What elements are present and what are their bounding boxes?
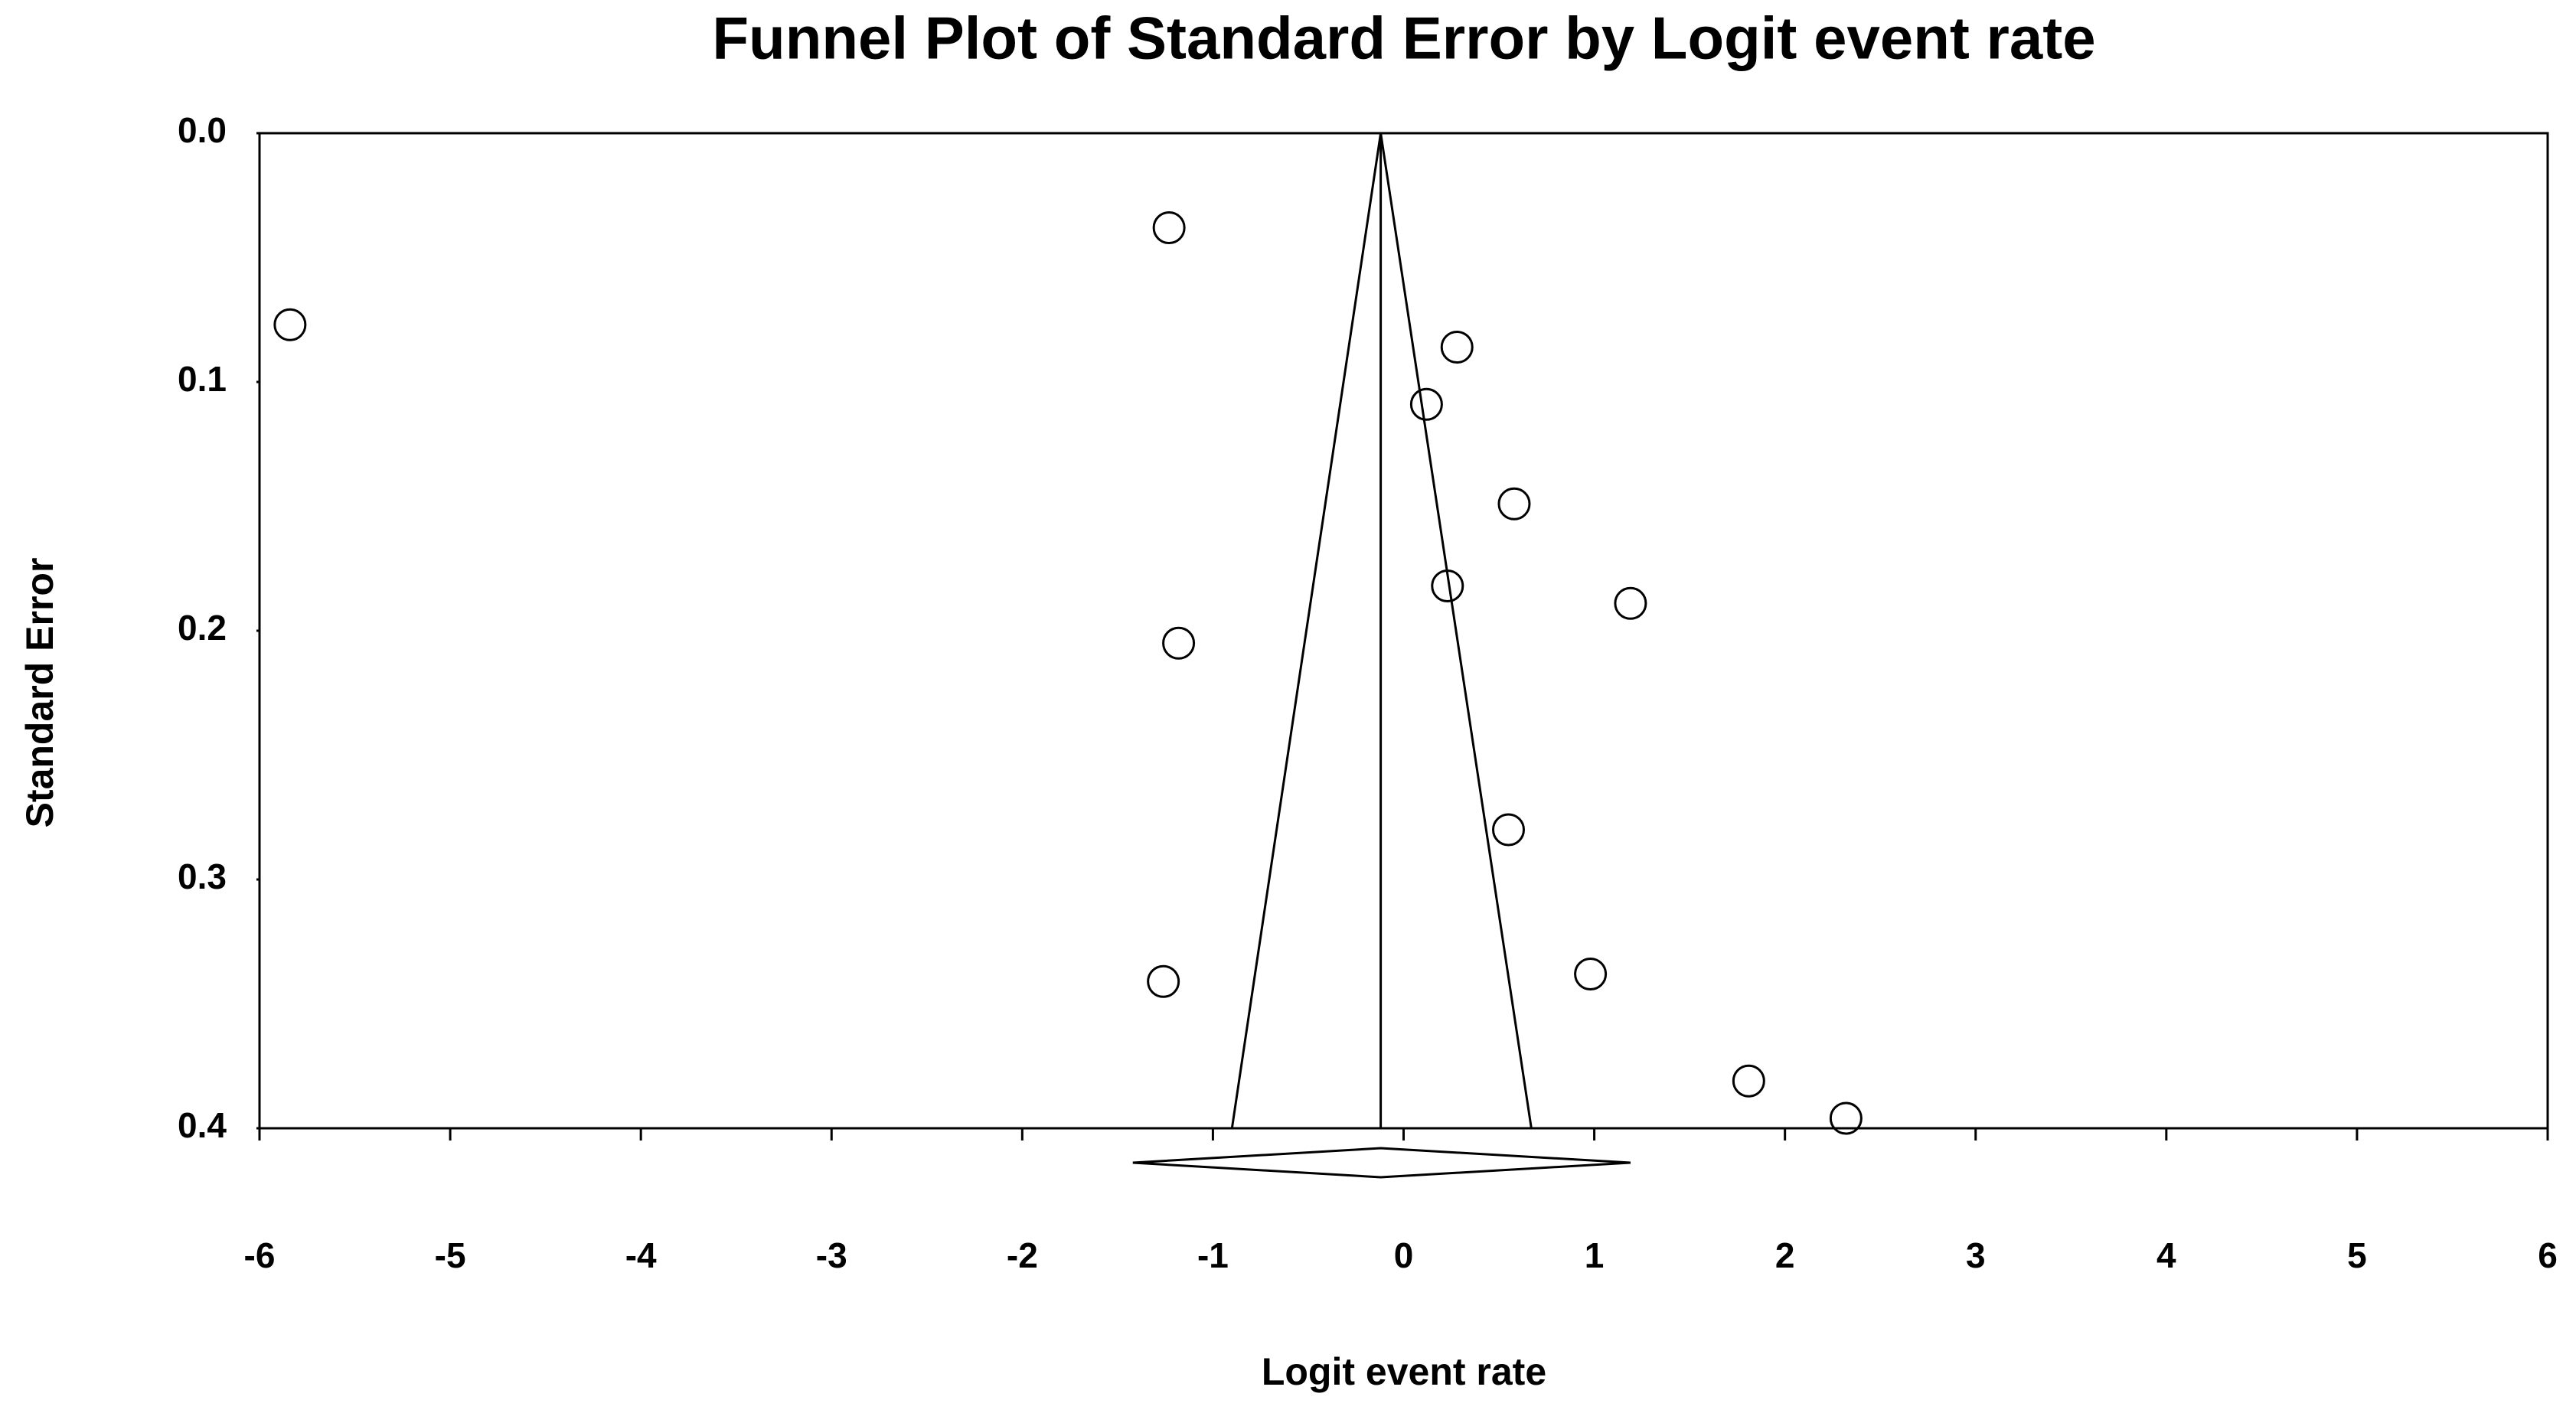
study-point xyxy=(273,308,307,341)
pooled-diamond xyxy=(1132,1147,1631,1179)
study-point xyxy=(1162,626,1196,660)
y-tick-label: 0.3 xyxy=(178,857,227,896)
x-tick-label: -1 xyxy=(1197,1235,1229,1275)
y-tick-label: 0.2 xyxy=(178,608,227,648)
y-axis-title: Standard Error xyxy=(18,558,61,828)
study-point xyxy=(1491,813,1525,847)
study-point xyxy=(1152,211,1186,244)
study-point xyxy=(1497,487,1531,520)
x-tick-label: -6 xyxy=(244,1235,276,1275)
study-point xyxy=(1409,387,1443,421)
x-tick-label: -2 xyxy=(1007,1235,1038,1275)
x-axis-title: Logit event rate xyxy=(1262,1350,1546,1393)
y-tick-label: 0.1 xyxy=(178,359,227,399)
study-point xyxy=(1440,331,1474,364)
x-tick-label: -4 xyxy=(625,1235,657,1275)
x-tick-label: 4 xyxy=(2156,1235,2176,1275)
funnel-left xyxy=(1230,132,1383,1129)
chart-title: Funnel Plot of Standard Error by Logit e… xyxy=(712,5,2095,72)
study-point xyxy=(1431,569,1464,602)
study-point xyxy=(1614,586,1647,620)
y-tick-label: 0.4 xyxy=(178,1105,227,1145)
study-point xyxy=(1574,958,1608,990)
study-point xyxy=(1147,964,1180,998)
x-tick-label: 2 xyxy=(1775,1235,1795,1275)
y-tick-label: 0.0 xyxy=(178,110,227,150)
x-tick-label: 6 xyxy=(2538,1235,2558,1275)
funnel-right xyxy=(1379,132,1533,1129)
study-point xyxy=(1829,1101,1863,1135)
study-point xyxy=(1732,1064,1765,1098)
x-tick-label: 0 xyxy=(1394,1235,1414,1275)
x-tick-label: -3 xyxy=(816,1235,847,1275)
x-tick-label: 3 xyxy=(1966,1235,1986,1275)
x-tick-label: 5 xyxy=(2347,1235,2367,1275)
x-tick-label: -5 xyxy=(435,1235,466,1275)
x-tick-label: 1 xyxy=(1585,1235,1605,1275)
